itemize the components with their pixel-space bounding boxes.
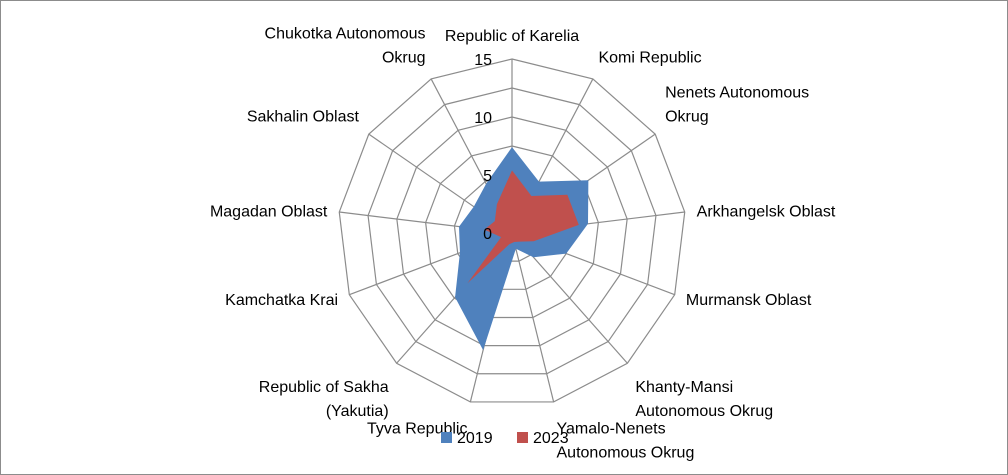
- category-label-yamalo-nenets-autonomous-okrug: Yamalo-Nenets Autonomous Okrug: [557, 421, 695, 462]
- radial-axis-ticks: 0 5 10 15: [474, 52, 492, 243]
- radar-series: [455, 147, 589, 351]
- category-label-sakhalin-oblast: Sakhalin Oblast: [247, 108, 360, 125]
- radial-tick-label: 0: [483, 226, 492, 243]
- category-label-arkhangelsk-oblast: Arkhangelsk Oblast: [697, 204, 836, 221]
- category-label-khanty-mansi-autonomous-okrug: Khanty-Mansi Autonomous Okrug: [635, 379, 773, 420]
- category-label-chukotka-autonomous-okrug: Chukotka Autonomous Okrug: [265, 25, 426, 66]
- series-area-2019: [455, 147, 589, 351]
- legend-swatch-2023: [517, 432, 528, 443]
- legend-label-2019: 2019: [457, 430, 493, 447]
- category-label-kamchatka-krai: Kamchatka Krai: [225, 292, 338, 309]
- category-label-nenets-autonomous-okrug: Nenets Autonomous Okrug: [665, 84, 809, 125]
- category-label-magadan-oblast: Magadan Oblast: [210, 204, 328, 221]
- category-labels: Republic of Karelia Komi Republic Nenets A…: [210, 25, 836, 461]
- grid-ring-4: [396, 116, 628, 347]
- category-label-republic-of-karelia: Republic of Karelia: [445, 28, 579, 45]
- legend: 2019 2023: [441, 430, 569, 447]
- category-label-murmansk-oblast: Murmansk Oblast: [686, 292, 812, 309]
- series-area-2023: [467, 170, 579, 284]
- radial-tick-label: 5: [483, 168, 492, 185]
- spoke-6: [511, 232, 555, 403]
- grid-ring-6: [338, 58, 686, 403]
- category-label-komi-republic: Komi Republic: [598, 49, 701, 66]
- category-label-republic-of-sakha-yakutia: Republic of Sakha (Yakutia): [259, 379, 389, 420]
- radial-tick-label: 15: [474, 52, 492, 69]
- radial-tick-label: 10: [474, 110, 492, 127]
- legend-swatch-2019: [441, 432, 452, 443]
- grid-ring-5: [367, 87, 657, 375]
- category-label-tyva-republic: Tyva Republic: [367, 421, 468, 438]
- legend-label-2023: 2023: [533, 430, 569, 447]
